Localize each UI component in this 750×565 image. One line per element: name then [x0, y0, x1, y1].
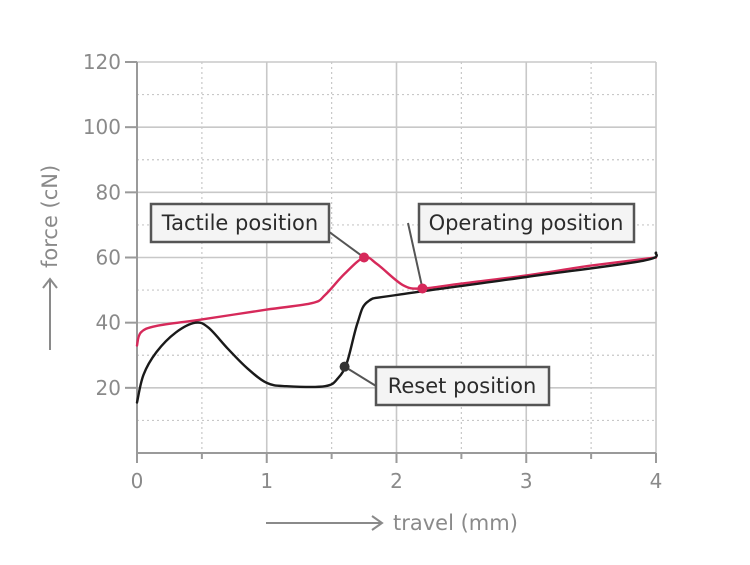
series-reset-line	[135, 251, 658, 404]
series-actuation-line	[135, 255, 658, 347]
y-axis-label: force (cN)	[38, 165, 62, 268]
tactile-point-marker	[359, 252, 370, 263]
callout-reset-label: Reset position	[388, 374, 537, 398]
y-axis-arrow-head	[42, 277, 58, 289]
x-axis-arrow-head	[371, 515, 384, 531]
leader-lines	[316, 222, 424, 387]
x-tick-label: 3	[520, 469, 533, 493]
leader-line	[344, 365, 377, 387]
tick-labels: 20 40 60 80 100 120 0 1 2 3 4	[83, 50, 663, 493]
callout-operating-box	[417, 202, 636, 244]
reset-point-marker	[339, 361, 350, 372]
y-tick-label: 120	[83, 50, 121, 74]
y-tick-label: 80	[96, 180, 121, 204]
y-tick-label: 20	[96, 376, 121, 400]
callout-operating-label: Operating position	[429, 211, 624, 235]
x-axis-title: travel (mm)	[266, 511, 518, 535]
x-tick-label: 0	[131, 469, 144, 493]
y-tick-label: 40	[96, 311, 121, 335]
callout-tactile-box	[149, 202, 331, 244]
callout-reset: Reset position	[374, 365, 551, 407]
x-tick-label: 1	[260, 469, 273, 493]
callout-tactile-label: Tactile position	[161, 211, 318, 235]
markers	[339, 252, 428, 372]
operating-point-marker	[417, 283, 428, 294]
x-axis-label: travel (mm)	[393, 511, 518, 535]
callout-operating: Operating position	[417, 202, 636, 244]
x-tick-label: 4	[650, 469, 663, 493]
y-tick-label: 60	[96, 246, 121, 270]
y-tick-label: 100	[83, 115, 121, 139]
y-axis-title: force (cN)	[38, 165, 62, 350]
leader-line	[407, 222, 424, 289]
axes	[125, 61, 657, 463]
callout-reset-box	[374, 365, 551, 407]
callout-tactile: Tactile position	[149, 202, 331, 244]
series-layer	[135, 251, 658, 404]
x-tick-label: 2	[390, 469, 403, 493]
